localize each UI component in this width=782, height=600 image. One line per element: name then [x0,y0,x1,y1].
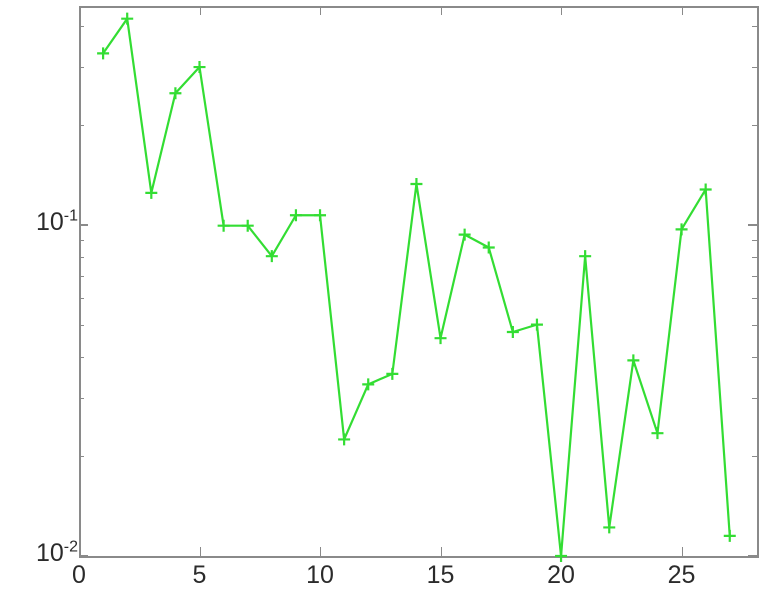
y-tick-minor-right [752,398,757,400]
x-tick-major [440,547,442,556]
x-tick-label: 25 [667,561,696,589]
y-label-base: 10 [35,207,64,236]
plot-right-border [757,6,759,558]
y-tick-major [79,223,88,226]
y-tick-label: 10-2 [35,538,78,567]
y-tick-minor-right [752,276,757,278]
y-tick-major [79,555,88,557]
y-tick-minor [79,398,84,400]
plot-area [79,6,757,556]
x-tick-label: 0 [72,561,86,589]
x-tick-major [199,547,201,556]
y-tick-major-right [748,555,757,557]
y-tick-minor [79,257,84,259]
x-tick-major-top [681,6,683,15]
y-tick-minor-right [752,125,757,127]
y-tick-minor [79,125,84,127]
y-label-base: 10 [35,539,64,567]
y-tick-minor [79,356,84,358]
x-tick-major-top [561,6,563,15]
y-tick-minor [79,67,84,69]
x-tick-major [320,547,322,556]
x-tick-major [561,547,563,556]
y-tick-minor-right [752,240,757,242]
x-tick-major-top [440,6,442,15]
x-tick-label: 15 [426,561,455,589]
y-axis-line [79,6,81,558]
y-tick-minor [79,25,84,27]
x-tick-label: 20 [547,561,575,589]
y-tick-minor-right [752,356,757,358]
y-tick-minor [79,324,84,326]
x-tick-label: 10 [306,561,334,589]
y-tick-minor-right [752,324,757,326]
y-tick-minor [79,240,84,242]
x-tick-major [681,547,683,556]
y-tick-minor [79,456,84,458]
y-tick-major-right [748,223,757,226]
x-tick-major-top [199,6,201,15]
y-tick-minor-right [752,25,757,27]
y-tick-minor-right [752,67,757,69]
y-tick-minor-right [752,257,757,259]
y-tick-label: 10-1 [35,207,78,236]
y-tick-minor-right [752,298,757,300]
y-tick-minor [79,298,84,300]
y-tick-minor-right [752,456,757,458]
y-label-exponent: -1 [63,207,78,225]
y-tick-minor [79,276,84,278]
plot-top-border [79,6,759,8]
x-tick-label: 5 [192,561,207,589]
y-label-exponent: -2 [63,538,78,556]
x-tick-major-top [320,6,322,15]
x-axis-line [79,556,759,558]
